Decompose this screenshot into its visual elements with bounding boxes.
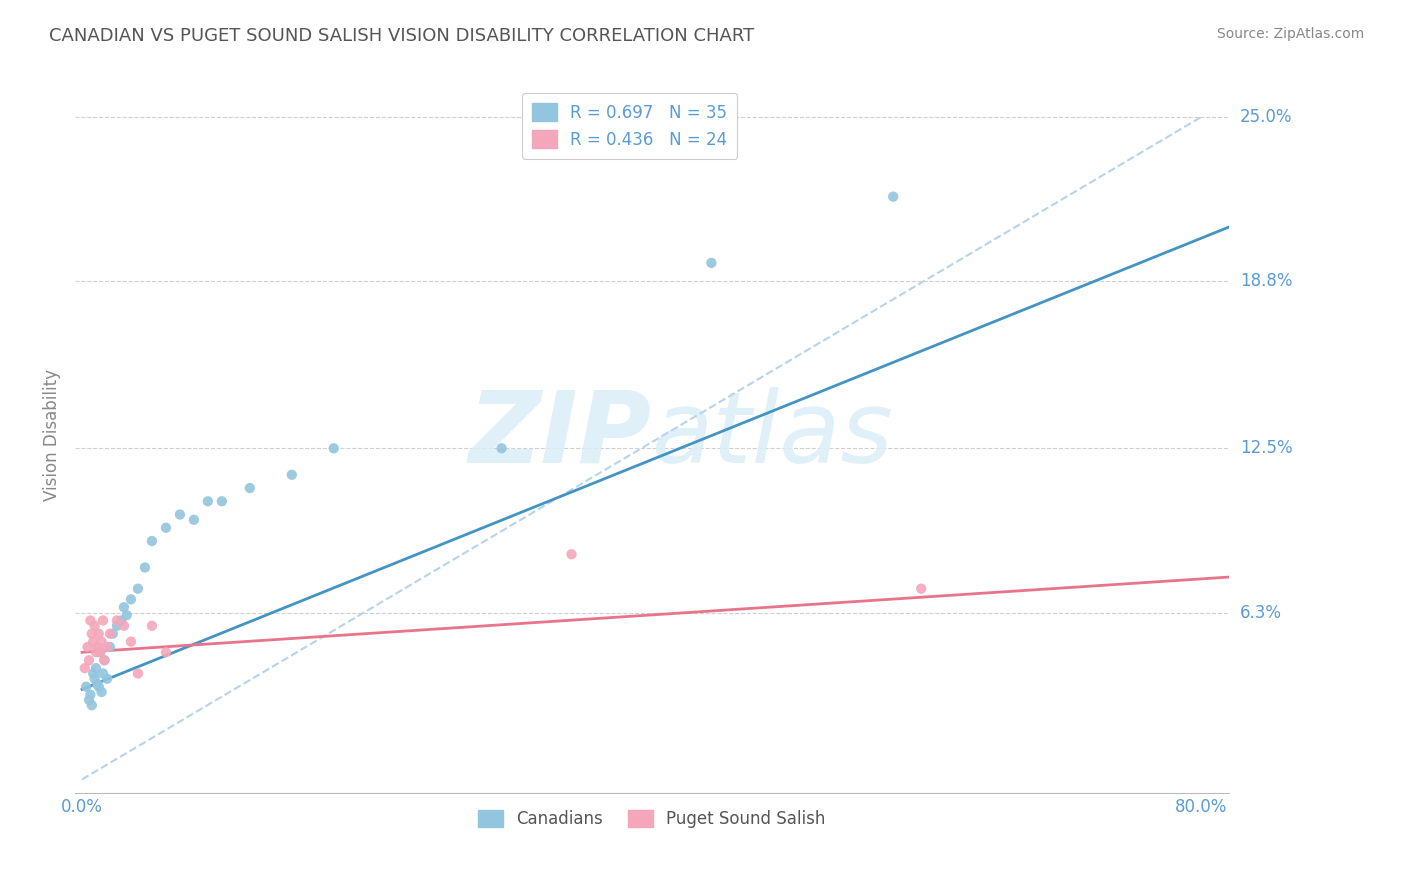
Text: ZIP: ZIP xyxy=(470,386,652,483)
Point xyxy=(112,600,135,615)
Text: Source: ZipAtlas.com: Source: ZipAtlas.com xyxy=(1216,27,1364,41)
Text: 25.0%: 25.0% xyxy=(1240,108,1292,126)
Point xyxy=(86,640,108,654)
Point xyxy=(112,619,135,633)
Point xyxy=(183,513,205,527)
Point xyxy=(86,677,108,691)
Point xyxy=(96,640,118,654)
Point xyxy=(197,494,219,508)
Point xyxy=(90,634,112,648)
Point xyxy=(120,592,142,607)
Point xyxy=(115,608,138,623)
Point xyxy=(560,547,582,561)
Point xyxy=(79,688,101,702)
Point xyxy=(79,614,101,628)
Point xyxy=(87,626,110,640)
Point xyxy=(93,653,115,667)
Point xyxy=(110,614,132,628)
Point xyxy=(155,645,177,659)
Point xyxy=(82,634,104,648)
Point xyxy=(141,619,163,633)
Point xyxy=(127,582,149,596)
Point xyxy=(84,661,107,675)
Point xyxy=(83,672,105,686)
Point xyxy=(105,614,128,628)
Text: CANADIAN VS PUGET SOUND SALISH VISION DISABILITY CORRELATION CHART: CANADIAN VS PUGET SOUND SALISH VISION DI… xyxy=(49,27,755,45)
Legend: Canadians, Puget Sound Salish: Canadians, Puget Sound Salish xyxy=(471,803,832,834)
Point xyxy=(84,645,107,659)
Text: 18.8%: 18.8% xyxy=(1240,272,1292,291)
Text: 6.3%: 6.3% xyxy=(1240,604,1282,622)
Point xyxy=(96,672,118,686)
Point xyxy=(83,619,105,633)
Point xyxy=(98,626,121,640)
Point xyxy=(80,698,103,713)
Text: 12.5%: 12.5% xyxy=(1240,439,1292,458)
Y-axis label: Vision Disability: Vision Disability xyxy=(44,369,60,501)
Point xyxy=(87,680,110,694)
Point xyxy=(73,661,96,675)
Point xyxy=(211,494,233,508)
Point xyxy=(93,653,115,667)
Point xyxy=(89,645,111,659)
Point xyxy=(882,189,904,203)
Point xyxy=(169,508,191,522)
Point xyxy=(491,442,513,456)
Point xyxy=(101,626,124,640)
Point xyxy=(77,693,100,707)
Point xyxy=(281,467,304,482)
Point xyxy=(127,666,149,681)
Point xyxy=(141,534,163,549)
Point xyxy=(910,582,932,596)
Point xyxy=(105,619,128,633)
Point xyxy=(76,640,98,654)
Point xyxy=(239,481,262,495)
Point xyxy=(134,560,156,574)
Point xyxy=(77,653,100,667)
Point xyxy=(75,680,97,694)
Point xyxy=(89,645,111,659)
Point xyxy=(120,634,142,648)
Point xyxy=(80,626,103,640)
Point xyxy=(91,666,114,681)
Point xyxy=(90,685,112,699)
Point xyxy=(155,521,177,535)
Text: atlas: atlas xyxy=(652,386,894,483)
Point xyxy=(98,640,121,654)
Point xyxy=(82,666,104,681)
Point xyxy=(91,614,114,628)
Point xyxy=(322,442,344,456)
Point xyxy=(700,256,723,270)
